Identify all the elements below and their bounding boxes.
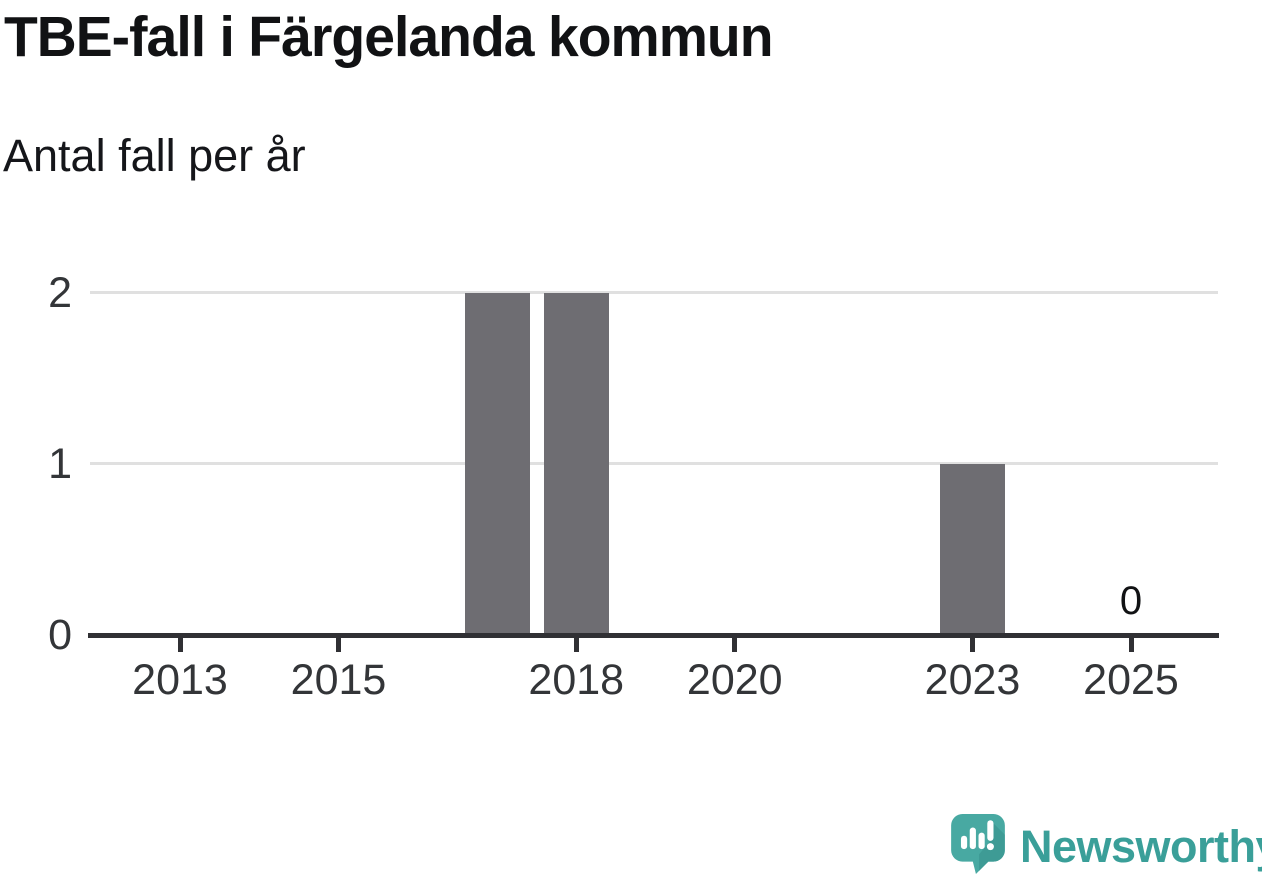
x-axis-tick-label: 2020 — [686, 656, 783, 704]
bar-2023 — [940, 464, 1005, 635]
bar-2018 — [543, 293, 609, 635]
x-axis-line — [88, 633, 1219, 638]
y-axis-tick-label: 1 — [48, 440, 72, 488]
bar-2017 — [464, 293, 530, 635]
x-axis-tick — [732, 638, 738, 652]
y-axis-tick-label: 0 — [48, 611, 72, 659]
x-axis-tick-label: 2018 — [528, 656, 625, 704]
chart-subtitle: Antal fall per år — [3, 130, 306, 181]
x-axis-tick-label: 2013 — [132, 656, 228, 704]
x-axis-tick-label: 2015 — [290, 656, 387, 704]
x-axis-tick-label: 2025 — [1083, 656, 1179, 704]
x-axis-tick — [336, 638, 341, 652]
bar-value-label: 0 — [1119, 579, 1143, 623]
x-axis-tick — [573, 638, 579, 652]
x-axis-tick — [970, 638, 975, 652]
chart-title: TBE-fall i Färgelanda kommun — [4, 5, 773, 69]
x-axis-tick — [177, 638, 183, 652]
y-gridline — [90, 291, 1218, 294]
x-axis-tick-label: 2023 — [924, 656, 1021, 704]
newsworthy-logo-icon — [948, 813, 1008, 879]
brand-wordmark: Newsworthy — [1020, 820, 1262, 872]
x-axis-tick — [1128, 638, 1134, 652]
y-axis-tick-label: 2 — [48, 269, 72, 317]
y-gridline — [90, 462, 1218, 465]
brand-footer: Newsworthy — [948, 813, 1262, 879]
